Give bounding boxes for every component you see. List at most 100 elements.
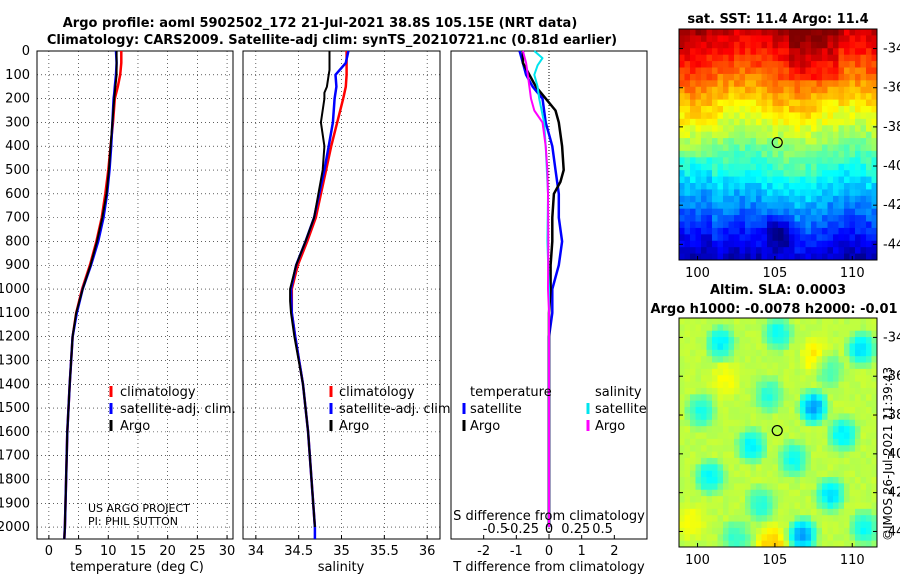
heatmap-cell	[800, 508, 807, 516]
heatmap-cell	[849, 407, 856, 415]
heatmap-cell	[772, 521, 779, 529]
heatmap-cell	[712, 445, 719, 453]
heatmap-cell	[684, 221, 691, 229]
heatmap-cell	[838, 208, 845, 216]
heatmap-cell	[794, 349, 801, 357]
heatmap-cell	[728, 521, 735, 529]
heatmap-cell	[783, 470, 790, 478]
heatmap-cell	[772, 324, 779, 332]
heatmap-cell	[838, 163, 845, 171]
heatmap-cell	[860, 483, 867, 491]
heatmap-cell	[783, 362, 790, 370]
heatmap-cell	[761, 438, 768, 446]
heatmap-cell	[778, 240, 785, 248]
heatmap-cell	[701, 150, 708, 158]
heatmap-cell	[690, 496, 697, 504]
heatmap-cell	[816, 112, 823, 120]
heatmap-cell	[849, 227, 856, 235]
heatmap-cell	[750, 221, 757, 229]
heatmap-cell	[734, 324, 741, 332]
heatmap-cell	[756, 368, 763, 376]
heatmap-cell	[827, 41, 834, 49]
heatmap-cell	[734, 112, 741, 120]
heatmap-cell	[833, 508, 840, 516]
heatmap-cell	[712, 29, 719, 37]
heatmap-cell	[734, 534, 741, 542]
heatmap-cell	[849, 195, 856, 203]
heatmap-cell	[684, 318, 691, 325]
heatmap-cell	[860, 349, 867, 357]
heatmap-cell	[701, 183, 708, 191]
heatmap-cell	[794, 157, 801, 165]
heatmap-cell	[844, 253, 851, 260]
heatmap-cell	[822, 157, 829, 165]
heatmap-cell	[833, 368, 840, 376]
heatmap-cell	[833, 247, 840, 255]
heatmap-cell	[871, 457, 877, 465]
heatmap-cell	[833, 413, 840, 421]
heatmap-cell	[772, 99, 779, 107]
heatmap-cell	[717, 234, 724, 242]
heatmap-cell	[701, 144, 708, 152]
heatmap-cell	[783, 337, 790, 345]
heatmap-cell	[849, 48, 856, 56]
heatmap-cell	[783, 61, 790, 69]
x-tick-label: 34.5	[284, 544, 313, 559]
heatmap-cell	[811, 189, 818, 197]
heatmap-cell	[866, 368, 873, 376]
heatmap-cell	[789, 106, 796, 114]
heatmap-cell	[739, 234, 746, 242]
heatmap-cell	[690, 337, 697, 345]
heatmap-cell	[701, 419, 708, 427]
heatmap-cell	[684, 80, 691, 88]
heatmap-cell	[745, 508, 752, 516]
heatmap-cell	[684, 394, 691, 402]
heatmap-cell	[767, 324, 774, 332]
heatmap-cell	[833, 195, 840, 203]
heatmap-cell	[860, 163, 867, 171]
heatmap-cell	[800, 527, 807, 535]
heatmap-cell	[871, 502, 877, 510]
heatmap-cell	[739, 221, 746, 229]
heatmap-cell	[712, 138, 719, 146]
heatmap-cell	[800, 80, 807, 88]
heatmap-cell	[723, 489, 730, 497]
heatmap-cell	[789, 176, 796, 184]
heatmap-cell	[822, 221, 829, 229]
heatmap-cell	[783, 41, 790, 49]
heatmap-cell	[838, 400, 845, 408]
heatmap-cell	[827, 247, 834, 255]
heatmap-cell	[855, 41, 862, 49]
heatmap-cell	[838, 54, 845, 62]
heatmap-cell	[855, 80, 862, 88]
heatmap-cell	[695, 337, 702, 345]
heatmap-cell	[789, 48, 796, 56]
heatmap-cell	[844, 337, 851, 345]
heatmap-cell	[679, 170, 686, 178]
heatmap-cell	[750, 381, 757, 389]
heatmap-cell	[690, 61, 697, 69]
heatmap-cell	[706, 318, 713, 325]
heatmap-cell	[827, 86, 834, 94]
heatmap-cell	[860, 534, 867, 542]
heatmap-cell	[767, 221, 774, 229]
heatmap-cell	[816, 349, 823, 357]
heatmap-cell	[739, 477, 746, 484]
heatmap-cell	[805, 337, 812, 345]
heatmap-cell	[838, 349, 845, 357]
heatmap-cell	[717, 419, 724, 427]
heatmap-cell	[805, 387, 812, 395]
heatmap-cell	[706, 521, 713, 529]
heatmap-cell	[800, 93, 807, 101]
heatmap-cell	[695, 375, 702, 383]
heatmap-cell	[723, 150, 730, 158]
heatmap-cell	[822, 41, 829, 49]
x-tick-label: 5	[74, 544, 82, 559]
heatmap-cell	[761, 540, 768, 547]
heatmap-cell	[827, 330, 834, 338]
heatmap-cell	[706, 176, 713, 184]
heatmap-cell	[767, 489, 774, 497]
heatmap-cell	[855, 227, 862, 235]
depth-tick-label: 600	[5, 187, 30, 202]
heatmap-cell	[805, 508, 812, 516]
